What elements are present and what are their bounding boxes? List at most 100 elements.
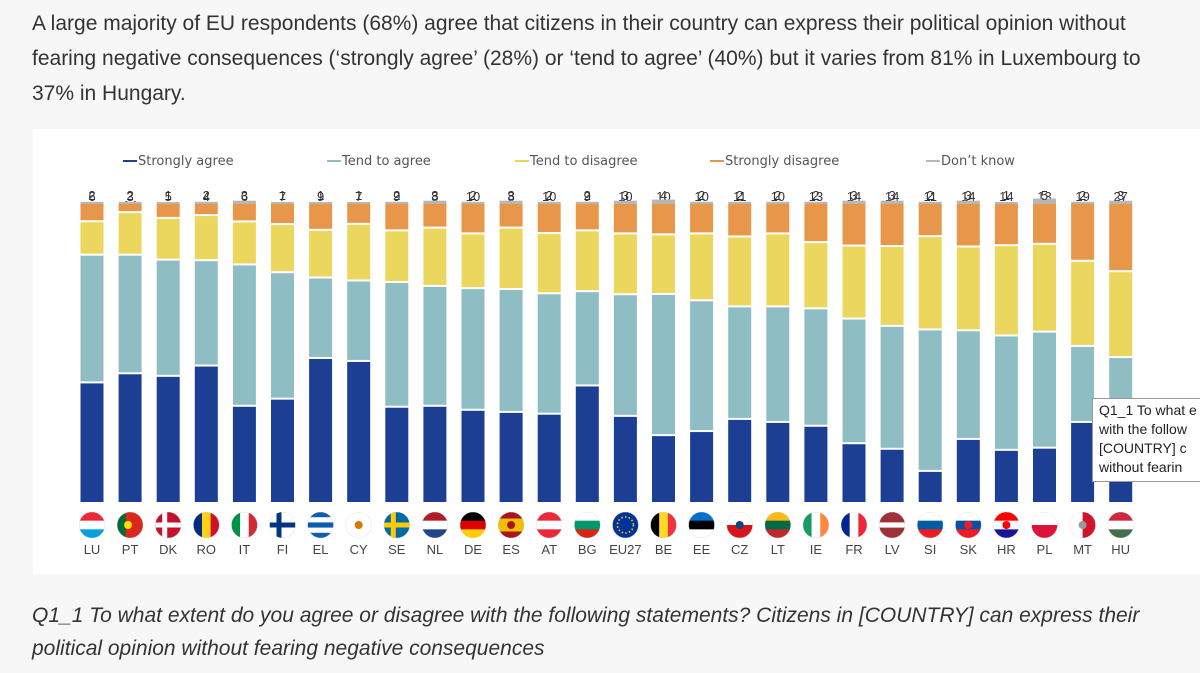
flag-bg: [574, 512, 601, 538]
value-label-dont-know-it: 3: [241, 188, 248, 203]
bar-tend-to-disagree-mt: [1071, 261, 1095, 345]
bar-tend-to-disagree-se: [385, 231, 409, 282]
bar-dont-know-pt: [118, 201, 142, 204]
bar-strongly-agree-es: [499, 412, 523, 502]
bar-dont-know-nl: [423, 200, 447, 204]
value-label-strongly-disagree-fi: 7: [279, 189, 286, 204]
x-label-be: BE: [655, 542, 673, 557]
flag-mt: [1069, 512, 1096, 538]
value-label-dont-know-pt: 2: [126, 188, 133, 203]
bar-dont-know-es: [499, 200, 523, 204]
legend-label-tend-to-agree: Tend to agree: [341, 154, 431, 169]
value-label-dont-know-at: 2: [546, 188, 553, 203]
bar-dont-know-se: [385, 201, 409, 204]
bar-strongly-agree-hr: [994, 450, 1018, 502]
tooltip-line: without fearin: [1099, 459, 1183, 475]
bar-tend-to-disagree-be: [652, 235, 675, 293]
value-label-strongly-disagree-se: 9: [393, 189, 400, 204]
bar-dont-know-el: [309, 202, 333, 204]
value-label-strongly-disagree-hr: 14: [999, 189, 1013, 204]
value-label-dont-know-fr: 3: [850, 188, 857, 203]
bar-strongly-disagree-eu27: [613, 204, 637, 233]
value-label-strongly-disagree-si: 11: [923, 189, 937, 204]
value-label-dont-know-be: 4: [660, 188, 667, 203]
x-label-pl: PL: [1037, 542, 1053, 557]
bar-strongly-agree-lv: [880, 449, 904, 502]
flag-es: [498, 512, 525, 538]
legend-label-strongly-disagree: Strongly disagree: [725, 154, 839, 169]
bar-strongly-agree-fi: [271, 399, 294, 502]
flag-it: [231, 512, 258, 538]
bar-tend-to-agree-pl: [1033, 332, 1056, 447]
bar-strongly-disagree-ro: [194, 204, 218, 215]
bar-tend-to-agree-fi: [271, 273, 294, 398]
bar-tend-to-disagree-fr: [842, 246, 866, 318]
value-label-strongly-disagree-ee: 10: [694, 189, 708, 204]
bar-strongly-disagree-ie: [804, 204, 828, 242]
bar-dont-know-de: [461, 201, 485, 204]
bar-tend-to-disagree-pl: [1033, 244, 1056, 331]
value-label-strongly-disagree-fr: 14: [847, 189, 861, 204]
bar-strongly-agree-it: [232, 406, 256, 502]
bar-strongly-agree-bg: [575, 386, 599, 502]
bar-strongly-agree-sk: [956, 439, 980, 502]
stacked-bar-chart: Strongly agree Tend to agree Tend to disag…: [79, 154, 1134, 557]
bar-strongly-agree-de: [461, 410, 485, 502]
bar-tend-to-agree-lt: [766, 307, 790, 421]
bar-strongly-agree-nl: [423, 406, 447, 502]
value-label-dont-know-mt: 2: [1079, 188, 1086, 203]
bar-dont-know-pl: [1033, 198, 1056, 204]
bar-strongly-disagree-cz: [728, 204, 752, 236]
bar-dont-know-hr: [994, 202, 1018, 204]
value-label-strongly-disagree-hu: 27: [1113, 189, 1127, 204]
bar-strongly-disagree-de: [461, 204, 485, 233]
bar-dont-know-at: [537, 201, 561, 204]
bar-tend-to-agree-eu27: [613, 295, 637, 415]
bar-tend-to-agree-sk: [956, 331, 980, 438]
bar-dont-know-ro: [194, 201, 218, 204]
value-label-dont-know-sk: 3: [965, 188, 972, 203]
chart-legend: Strongly agree Tend to agree Tend to disag…: [123, 154, 1015, 169]
value-label-strongly-disagree-at: 10: [542, 189, 556, 204]
bar-strongly-agree-lu: [80, 383, 104, 502]
x-label-se: SE: [388, 542, 406, 557]
bar-tend-to-disagree-eu27: [613, 234, 637, 294]
bar-strongly-disagree-sk: [956, 204, 980, 246]
bar-tend-to-disagree-el: [309, 230, 333, 277]
bar-dont-know-ee: [690, 201, 714, 204]
bar-tend-to-agree-hr: [994, 336, 1018, 449]
bar-tend-to-disagree-ro: [194, 216, 218, 260]
value-label-strongly-disagree-nl: 8: [431, 189, 438, 204]
bar-tend-to-agree-be: [652, 294, 675, 435]
bar-dont-know-mt: [1071, 201, 1095, 204]
bar-tend-to-disagree-si: [918, 237, 942, 329]
flag-ee: [688, 512, 715, 538]
bar-strongly-agree-be: [652, 436, 675, 502]
bar-dont-know-dk: [156, 202, 180, 204]
bar-strongly-agree-ie: [804, 426, 828, 502]
x-label-eu27: EU27: [609, 542, 642, 557]
value-label-dont-know-es: 3: [507, 188, 514, 203]
value-label-dont-know-ie: 2: [812, 188, 819, 203]
x-label-sk: SK: [960, 542, 978, 557]
bar-tend-to-disagree-cy: [347, 224, 371, 280]
bar-dont-know-eu27: [613, 200, 637, 204]
bar-strongly-disagree-fr: [842, 204, 866, 245]
bar-strongly-disagree-se: [385, 204, 409, 230]
bar-strongly-disagree-si: [918, 204, 942, 236]
bar-strongly-agree-ro: [194, 366, 218, 502]
value-label-strongly-disagree-lu: 6: [88, 189, 95, 204]
bar-tend-to-agree-ie: [804, 309, 828, 425]
value-label-strongly-disagree-dk: 5: [165, 189, 172, 204]
value-label-dont-know-fi: 1: [279, 188, 286, 203]
bar-dont-know-lu: [80, 201, 104, 204]
legend-label-don-t-know: Don’t know: [941, 154, 1015, 169]
bar-tend-to-agree-bg: [575, 292, 599, 385]
bar-tend-to-agree-ee: [690, 301, 714, 431]
chart-bars: 3942116242391432423914514535154231461463…: [80, 188, 1133, 502]
bar-tend-to-disagree-es: [499, 228, 523, 289]
flag-dk: [155, 512, 182, 538]
tooltip-line: [COUNTRY] c: [1099, 440, 1187, 456]
flag-ie: [802, 512, 829, 538]
x-label-es: ES: [502, 542, 520, 557]
